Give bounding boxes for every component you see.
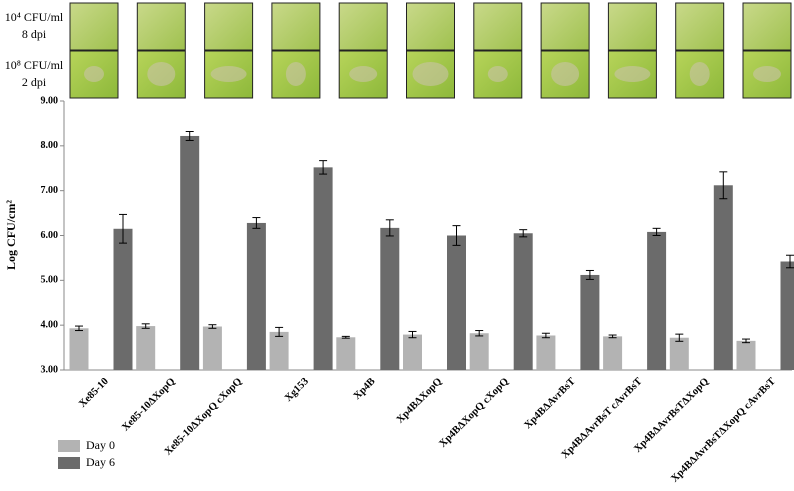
x-tick-label: Xp4B xyxy=(352,376,378,402)
leaf-image xyxy=(607,2,657,51)
bar xyxy=(403,334,422,370)
bar xyxy=(336,337,356,370)
lesion xyxy=(753,66,781,82)
bar xyxy=(603,336,623,370)
leaf-image xyxy=(742,2,792,51)
bar xyxy=(469,333,489,370)
leaf-image xyxy=(271,2,321,51)
x-tick-label: Xp4BΔXopQ xyxy=(395,376,445,426)
leaf-image xyxy=(136,2,186,51)
y-axis-label: Log CFU/cm² xyxy=(4,200,18,270)
bar xyxy=(202,326,222,370)
leaf-image xyxy=(406,2,455,51)
bar xyxy=(313,167,333,370)
x-tick-label: Xp4BΔXopQ cXopQ xyxy=(437,376,511,450)
lesion xyxy=(412,62,449,86)
lesion xyxy=(689,62,710,86)
lesion xyxy=(614,66,651,82)
lesion xyxy=(147,62,176,86)
row-label: 8 dpi xyxy=(22,27,47,41)
lesion xyxy=(210,66,247,82)
x-tick-label: Xg153 xyxy=(283,376,311,404)
x-tick-label: Xe85-10ΔXopQ xyxy=(120,376,177,433)
bar xyxy=(780,261,794,370)
lesion xyxy=(285,62,306,86)
legend-swatch xyxy=(58,440,80,452)
x-tick-label: Xe85-10ΔXopQ cXopQ xyxy=(163,376,245,458)
bar xyxy=(69,328,89,370)
bar xyxy=(647,231,667,370)
y-tick-label: 7.00 xyxy=(41,185,59,196)
lesion xyxy=(84,66,104,82)
bar xyxy=(536,335,556,370)
bar xyxy=(713,185,733,370)
leaf-image xyxy=(204,2,254,51)
y-tick-label: 8.00 xyxy=(41,140,59,151)
lesion xyxy=(487,66,508,82)
x-tick-label: Xp4BΔAvrBsT xyxy=(523,376,578,431)
leaf-image xyxy=(69,2,119,51)
row-label: 2 dpi xyxy=(22,75,47,89)
legend-swatch xyxy=(58,457,80,469)
leaf-images xyxy=(69,2,792,99)
lesion xyxy=(551,62,580,86)
bar xyxy=(113,228,133,370)
bar xyxy=(447,235,466,370)
bar xyxy=(513,233,533,370)
bar xyxy=(669,337,689,370)
x-tick-label: Xp4BΔAvrBsTΔXopQ xyxy=(632,376,711,455)
lesion xyxy=(349,66,378,82)
bar xyxy=(580,274,600,370)
leaf-image xyxy=(338,2,388,51)
bar xyxy=(380,227,400,370)
bar xyxy=(136,326,156,370)
bar xyxy=(180,135,200,370)
y-tick-label: 9.00 xyxy=(41,95,59,106)
leaf-image xyxy=(473,2,523,51)
y-tick-label: 3.00 xyxy=(41,364,59,375)
row-label: 10⁴ CFU/ml xyxy=(5,10,64,24)
legend-label: Day 6 xyxy=(86,455,115,469)
row-label: 10⁸ CFU/ml xyxy=(5,58,64,72)
leaf-image xyxy=(540,2,590,51)
y-tick-label: 6.00 xyxy=(41,230,59,241)
x-tick-label: Xe85-10 xyxy=(77,376,111,410)
bar xyxy=(736,340,756,370)
leaf-image xyxy=(675,2,725,51)
y-tick-label: 4.00 xyxy=(41,319,59,330)
bar xyxy=(246,222,266,370)
legend-label: Day 0 xyxy=(86,438,115,452)
leaf-image xyxy=(540,50,590,99)
x-tick-label: Xp4BΔAvrBsTΔXopQ cAvrBsT xyxy=(669,376,778,485)
y-tick-label: 5.00 xyxy=(41,275,59,286)
bar xyxy=(269,331,289,370)
